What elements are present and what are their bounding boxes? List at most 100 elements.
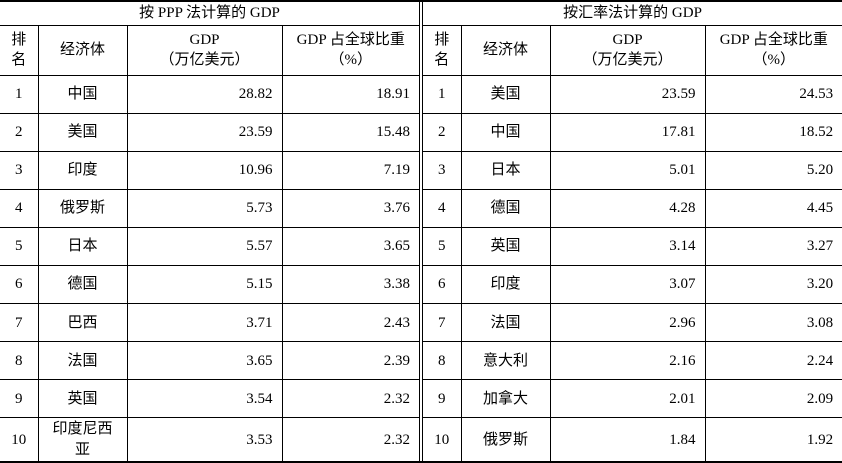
cell-share: 2.24 xyxy=(704,341,842,380)
ppp-table-title: 按 PPP 法计算的 GDP xyxy=(139,5,280,22)
cell-economy: 中国 xyxy=(37,75,127,114)
cell-gdp: 28.82 xyxy=(126,75,282,114)
cell-gdp: 2.16 xyxy=(549,341,706,380)
cell-rank: 5 xyxy=(438,238,446,255)
table-row: 5 日本 5.57 3.65 xyxy=(0,227,420,266)
ppp-table-title-row: 按 PPP 法计算的 GDP xyxy=(0,2,420,26)
cell-share: 4.45 xyxy=(704,189,842,228)
table-row: 3 日本 5.01 5.20 xyxy=(423,151,842,190)
cell-rank: 9 xyxy=(438,390,446,407)
cell-rank: 4 xyxy=(15,200,23,217)
cell-rank: 9 xyxy=(15,390,23,407)
column-header-share: GDP 占全球比重 （%） xyxy=(704,25,842,76)
cell-share: 24.53 xyxy=(704,75,842,114)
cell-rank: 1 xyxy=(15,86,23,103)
cell-gdp: 17.81 xyxy=(549,113,706,152)
cell-share: 18.91 xyxy=(281,75,420,114)
cell-gdp: 5.73 xyxy=(126,189,282,228)
cell-rank: 5 xyxy=(15,238,23,255)
cell-economy: 日本 xyxy=(37,227,127,266)
table-row: 10 俄罗斯 1.84 1.92 xyxy=(423,417,842,461)
table-row: 2 美国 23.59 15.48 xyxy=(0,113,420,152)
cell-rank: 6 xyxy=(15,276,23,293)
cell-economy: 法国 xyxy=(37,341,127,380)
exchange-table-title-row: 按汇率法计算的 GDP xyxy=(423,2,842,26)
cell-gdp: 1.84 xyxy=(549,417,706,461)
cell-gdp: 5.15 xyxy=(126,265,282,304)
cell-gdp: 5.01 xyxy=(549,151,706,190)
cell-rank: 2 xyxy=(438,124,446,141)
column-header-rank: 排 名 xyxy=(11,31,27,69)
ppp-table-header-row: 排 名 经济体 GDP （万亿美元） GDP 占全球比重 （%） xyxy=(0,25,420,76)
cell-economy: 意大利 xyxy=(460,341,551,380)
cell-gdp: 2.01 xyxy=(549,379,706,418)
cell-share: 3.76 xyxy=(281,189,420,228)
cell-share: 2.39 xyxy=(281,341,420,380)
cell-rank: 10 xyxy=(11,431,27,448)
table-row: 7 巴西 3.71 2.43 xyxy=(0,303,420,342)
table-row: 9 加拿大 2.01 2.09 xyxy=(423,379,842,418)
cell-share: 2.32 xyxy=(281,379,420,418)
cell-rank: 6 xyxy=(438,276,446,293)
column-header-share: GDP 占全球比重 （%） xyxy=(281,25,420,76)
cell-rank: 7 xyxy=(15,314,23,331)
table-row: 1 中国 28.82 18.91 xyxy=(0,75,420,114)
cell-gdp: 10.96 xyxy=(126,151,282,190)
cell-gdp: 3.71 xyxy=(126,303,282,342)
table-row: 7 法国 2.96 3.08 xyxy=(423,303,842,342)
table-row: 5 英国 3.14 3.27 xyxy=(423,227,842,266)
column-header-economy: 经济体 xyxy=(37,25,127,76)
cell-gdp: 23.59 xyxy=(549,75,706,114)
table-row: 3 印度 10.96 7.19 xyxy=(0,151,420,190)
table-row: 6 印度 3.07 3.20 xyxy=(423,265,842,304)
cell-economy: 巴西 xyxy=(37,303,127,342)
cell-share: 3.20 xyxy=(704,265,842,304)
cell-share: 1.92 xyxy=(704,417,842,461)
cell-economy: 美国 xyxy=(37,113,127,152)
cell-rank: 7 xyxy=(438,314,446,331)
cell-economy: 法国 xyxy=(460,303,551,342)
cell-gdp: 4.28 xyxy=(549,189,706,228)
cell-share: 5.20 xyxy=(704,151,842,190)
cell-gdp: 2.96 xyxy=(549,303,706,342)
cell-rank: 10 xyxy=(434,431,450,448)
cell-share: 3.65 xyxy=(281,227,420,266)
exchange-table-header-row: 排 名 经济体 GDP （万亿美元） GDP 占全球比重 （%） xyxy=(423,25,842,76)
cell-share: 18.52 xyxy=(704,113,842,152)
table-row: 9 英国 3.54 2.32 xyxy=(0,379,420,418)
cell-economy: 英国 xyxy=(37,379,127,418)
cell-gdp: 3.53 xyxy=(126,417,282,461)
exchange-rate-gdp-table: 按汇率法计算的 GDP 排 名 经济体 GDP （万亿美元） GDP 占全球比重… xyxy=(423,2,842,461)
column-header-rank: 排 名 xyxy=(434,31,450,69)
table-row: 4 德国 4.28 4.45 xyxy=(423,189,842,228)
cell-gdp: 3.65 xyxy=(126,341,282,380)
cell-rank: 3 xyxy=(15,162,23,179)
cell-economy: 俄罗斯 xyxy=(37,189,127,228)
exchange-table-title: 按汇率法计算的 GDP xyxy=(563,5,702,22)
cell-rank: 1 xyxy=(438,86,446,103)
cell-economy: 中国 xyxy=(460,113,551,152)
cell-gdp: 3.07 xyxy=(549,265,706,304)
cell-economy: 印度 xyxy=(460,265,551,304)
center-double-divider xyxy=(419,2,424,461)
table-row: 10 印度尼西 亚 3.53 2.32 xyxy=(0,417,420,461)
cell-share: 2.43 xyxy=(281,303,420,342)
ppp-gdp-table: 按 PPP 法计算的 GDP 排 名 经济体 GDP （万亿美元） GDP 占全… xyxy=(0,2,420,461)
cell-economy: 加拿大 xyxy=(460,379,551,418)
column-header-gdp: GDP （万亿美元） xyxy=(549,25,706,76)
column-header-gdp: GDP （万亿美元） xyxy=(126,25,282,76)
column-header-economy: 经济体 xyxy=(460,25,551,76)
cell-gdp: 3.54 xyxy=(126,379,282,418)
table-row: 1 美国 23.59 24.53 xyxy=(423,75,842,114)
cell-share: 7.19 xyxy=(281,151,420,190)
cell-economy: 俄罗斯 xyxy=(460,417,551,461)
cell-economy: 德国 xyxy=(37,265,127,304)
cell-gdp: 5.57 xyxy=(126,227,282,266)
cell-economy: 印度 xyxy=(37,151,127,190)
table-row: 6 德国 5.15 3.38 xyxy=(0,265,420,304)
table-row: 2 中国 17.81 18.52 xyxy=(423,113,842,152)
cell-rank: 2 xyxy=(15,124,23,141)
cell-gdp: 3.14 xyxy=(549,227,706,266)
cell-gdp: 23.59 xyxy=(126,113,282,152)
